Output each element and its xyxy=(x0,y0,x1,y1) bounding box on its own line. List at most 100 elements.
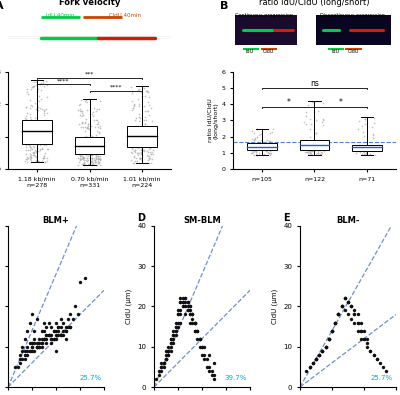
Point xyxy=(253,152,260,158)
Point xyxy=(177,307,184,314)
Point xyxy=(43,78,50,85)
Point xyxy=(34,148,40,154)
Point xyxy=(30,83,36,90)
Point xyxy=(249,128,256,134)
Point xyxy=(27,105,34,111)
Point xyxy=(24,135,30,141)
Point xyxy=(146,94,152,100)
Point xyxy=(23,144,30,150)
Point xyxy=(130,128,136,134)
Point xyxy=(302,149,308,155)
Point xyxy=(80,144,86,150)
Point xyxy=(264,142,270,148)
Point xyxy=(250,147,257,153)
Point xyxy=(143,133,149,139)
Point xyxy=(363,144,369,150)
Point xyxy=(165,352,172,358)
Point xyxy=(27,144,33,150)
Point xyxy=(144,88,150,95)
Point xyxy=(165,352,172,358)
Point xyxy=(318,145,324,152)
Point xyxy=(314,150,321,156)
Point xyxy=(135,135,142,141)
Point xyxy=(92,158,99,165)
Point xyxy=(96,135,103,142)
Point xyxy=(29,130,36,137)
Point xyxy=(78,124,84,130)
Point xyxy=(138,156,145,163)
Point xyxy=(92,124,98,130)
Point xyxy=(153,376,160,382)
Point xyxy=(250,140,256,147)
Point xyxy=(29,121,35,128)
Point xyxy=(267,148,273,154)
Point xyxy=(316,352,322,358)
Point xyxy=(187,311,193,318)
Point xyxy=(93,106,100,112)
Point xyxy=(252,147,258,153)
Point xyxy=(94,121,101,127)
Point xyxy=(268,143,274,149)
Point xyxy=(76,145,82,151)
Point xyxy=(33,137,39,143)
Point xyxy=(76,140,82,146)
Point xyxy=(36,135,43,141)
Point xyxy=(25,126,32,132)
Point xyxy=(76,106,83,112)
Point xyxy=(360,129,366,135)
Point xyxy=(95,119,101,126)
Point xyxy=(30,127,36,134)
Point xyxy=(319,141,325,147)
Point xyxy=(30,117,36,124)
Point xyxy=(89,147,95,153)
Point xyxy=(168,348,174,354)
Point xyxy=(40,137,46,144)
Point xyxy=(147,128,154,135)
Point xyxy=(168,340,174,346)
Point xyxy=(303,149,310,155)
Point xyxy=(196,335,203,342)
Point xyxy=(145,157,152,163)
Point xyxy=(182,299,188,306)
Point xyxy=(160,360,167,366)
Point xyxy=(374,142,381,148)
Point xyxy=(143,88,150,94)
Point xyxy=(38,137,44,144)
Point xyxy=(81,159,88,165)
Point xyxy=(22,158,28,165)
Point xyxy=(93,148,100,154)
Point xyxy=(94,135,100,141)
Point xyxy=(306,150,313,156)
Point xyxy=(249,147,255,153)
Point xyxy=(44,139,50,145)
Point xyxy=(357,149,363,155)
Point xyxy=(95,155,101,161)
Point xyxy=(367,150,374,157)
Point xyxy=(172,327,179,334)
Point xyxy=(260,142,266,148)
Point xyxy=(30,139,37,146)
Point xyxy=(95,148,102,154)
Point xyxy=(356,144,362,150)
Point xyxy=(160,360,167,366)
Point xyxy=(211,372,217,378)
Point xyxy=(128,140,135,147)
Point xyxy=(182,295,188,301)
Point xyxy=(23,142,29,149)
Point xyxy=(42,121,48,127)
Point xyxy=(96,129,102,135)
Point xyxy=(172,331,179,338)
Point xyxy=(35,141,42,148)
Point xyxy=(132,149,139,155)
Point xyxy=(34,142,40,148)
Point xyxy=(320,122,326,128)
Point xyxy=(39,137,45,144)
Point xyxy=(26,156,33,162)
Point xyxy=(170,327,176,334)
Point xyxy=(29,340,35,346)
Text: *: * xyxy=(339,98,343,107)
Point xyxy=(90,105,97,111)
Point xyxy=(148,139,154,145)
Text: ****: **** xyxy=(110,85,122,90)
Point xyxy=(38,128,44,134)
